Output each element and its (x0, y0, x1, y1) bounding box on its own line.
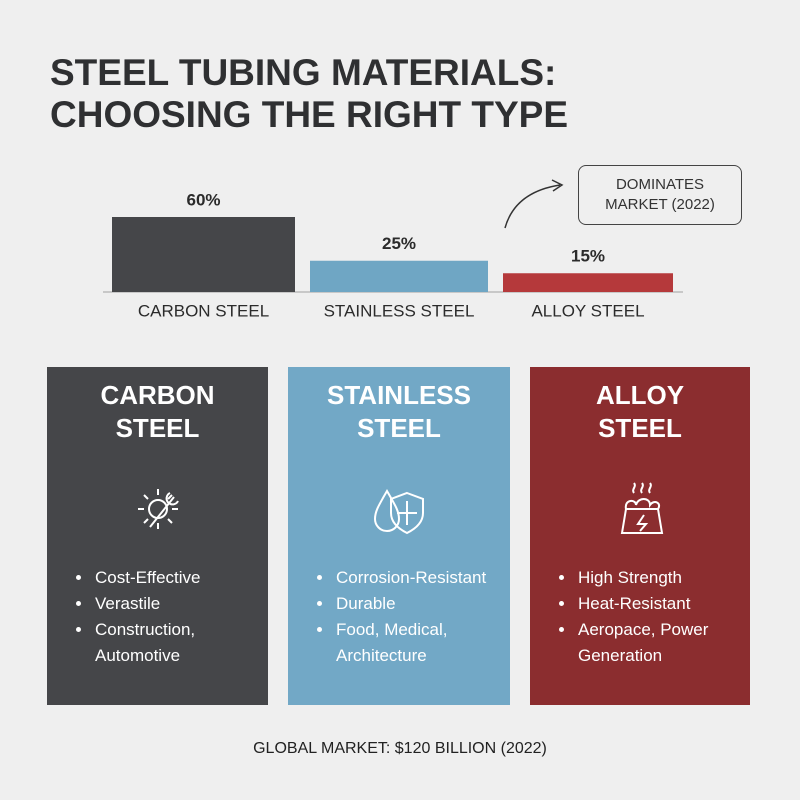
bar (310, 260, 488, 292)
card-list: High StrengthHeat-ResistantAeropace, Pow… (530, 565, 761, 669)
card-icon (620, 482, 664, 534)
card-item: Corrosion-Resistant (334, 565, 519, 591)
bar (112, 217, 295, 292)
value-label: 60% (186, 190, 220, 209)
arrow (504, 184, 561, 229)
card-item: Heat-Resistant (576, 591, 761, 617)
card-title: STAINLESS STEEL (327, 380, 471, 443)
value-label: 15% (571, 247, 605, 266)
card: CARBON STEELCost-EffectiveVerastileConst… (47, 367, 268, 705)
card-item: Construction, Automotive (93, 617, 278, 669)
category-label: ALLOY STEEL (531, 301, 644, 320)
category-label: CARBON STEEL (138, 301, 269, 320)
footer: GLOBAL MARKET: $120 BILLION (2022) (253, 740, 547, 757)
title: STEEL TUBING MATERIALS: CHOOSING THE RIG… (50, 52, 569, 135)
card-title: ALLOY STEEL (595, 380, 685, 443)
card-item: Aeropace, Power Generation (576, 617, 761, 669)
card-item: Durable (334, 591, 519, 617)
value-label: 25% (382, 234, 416, 253)
bar (503, 273, 673, 292)
card-item: Cost-Effective (93, 565, 278, 591)
card-item: Food, Medical, Architecture (334, 617, 519, 669)
card: ALLOY STEELHigh StrengthHeat-ResistantAe… (530, 367, 750, 705)
annotation: DOMINATES MARKET (2022) (578, 165, 742, 225)
card-title: CARBON STEEL (100, 380, 215, 443)
card-list: Cost-EffectiveVerastileConstruction, Aut… (47, 565, 278, 669)
arrow-head (551, 179, 564, 192)
category-label: STAINLESS STEEL (324, 301, 475, 320)
card-item: Verastile (93, 591, 278, 617)
card-icon (137, 489, 179, 529)
card-list: Corrosion-ResistantDurableFood, Medical,… (288, 565, 519, 669)
card-icon (373, 488, 424, 535)
chart: 60% CARBON STEEL 25% STAINLESS STEEL 15% ALLO… (103, 179, 683, 320)
card: STAINLESS STEELCorrosion-ResistantDurabl… (288, 367, 510, 705)
card-item: High Strength (576, 565, 761, 591)
